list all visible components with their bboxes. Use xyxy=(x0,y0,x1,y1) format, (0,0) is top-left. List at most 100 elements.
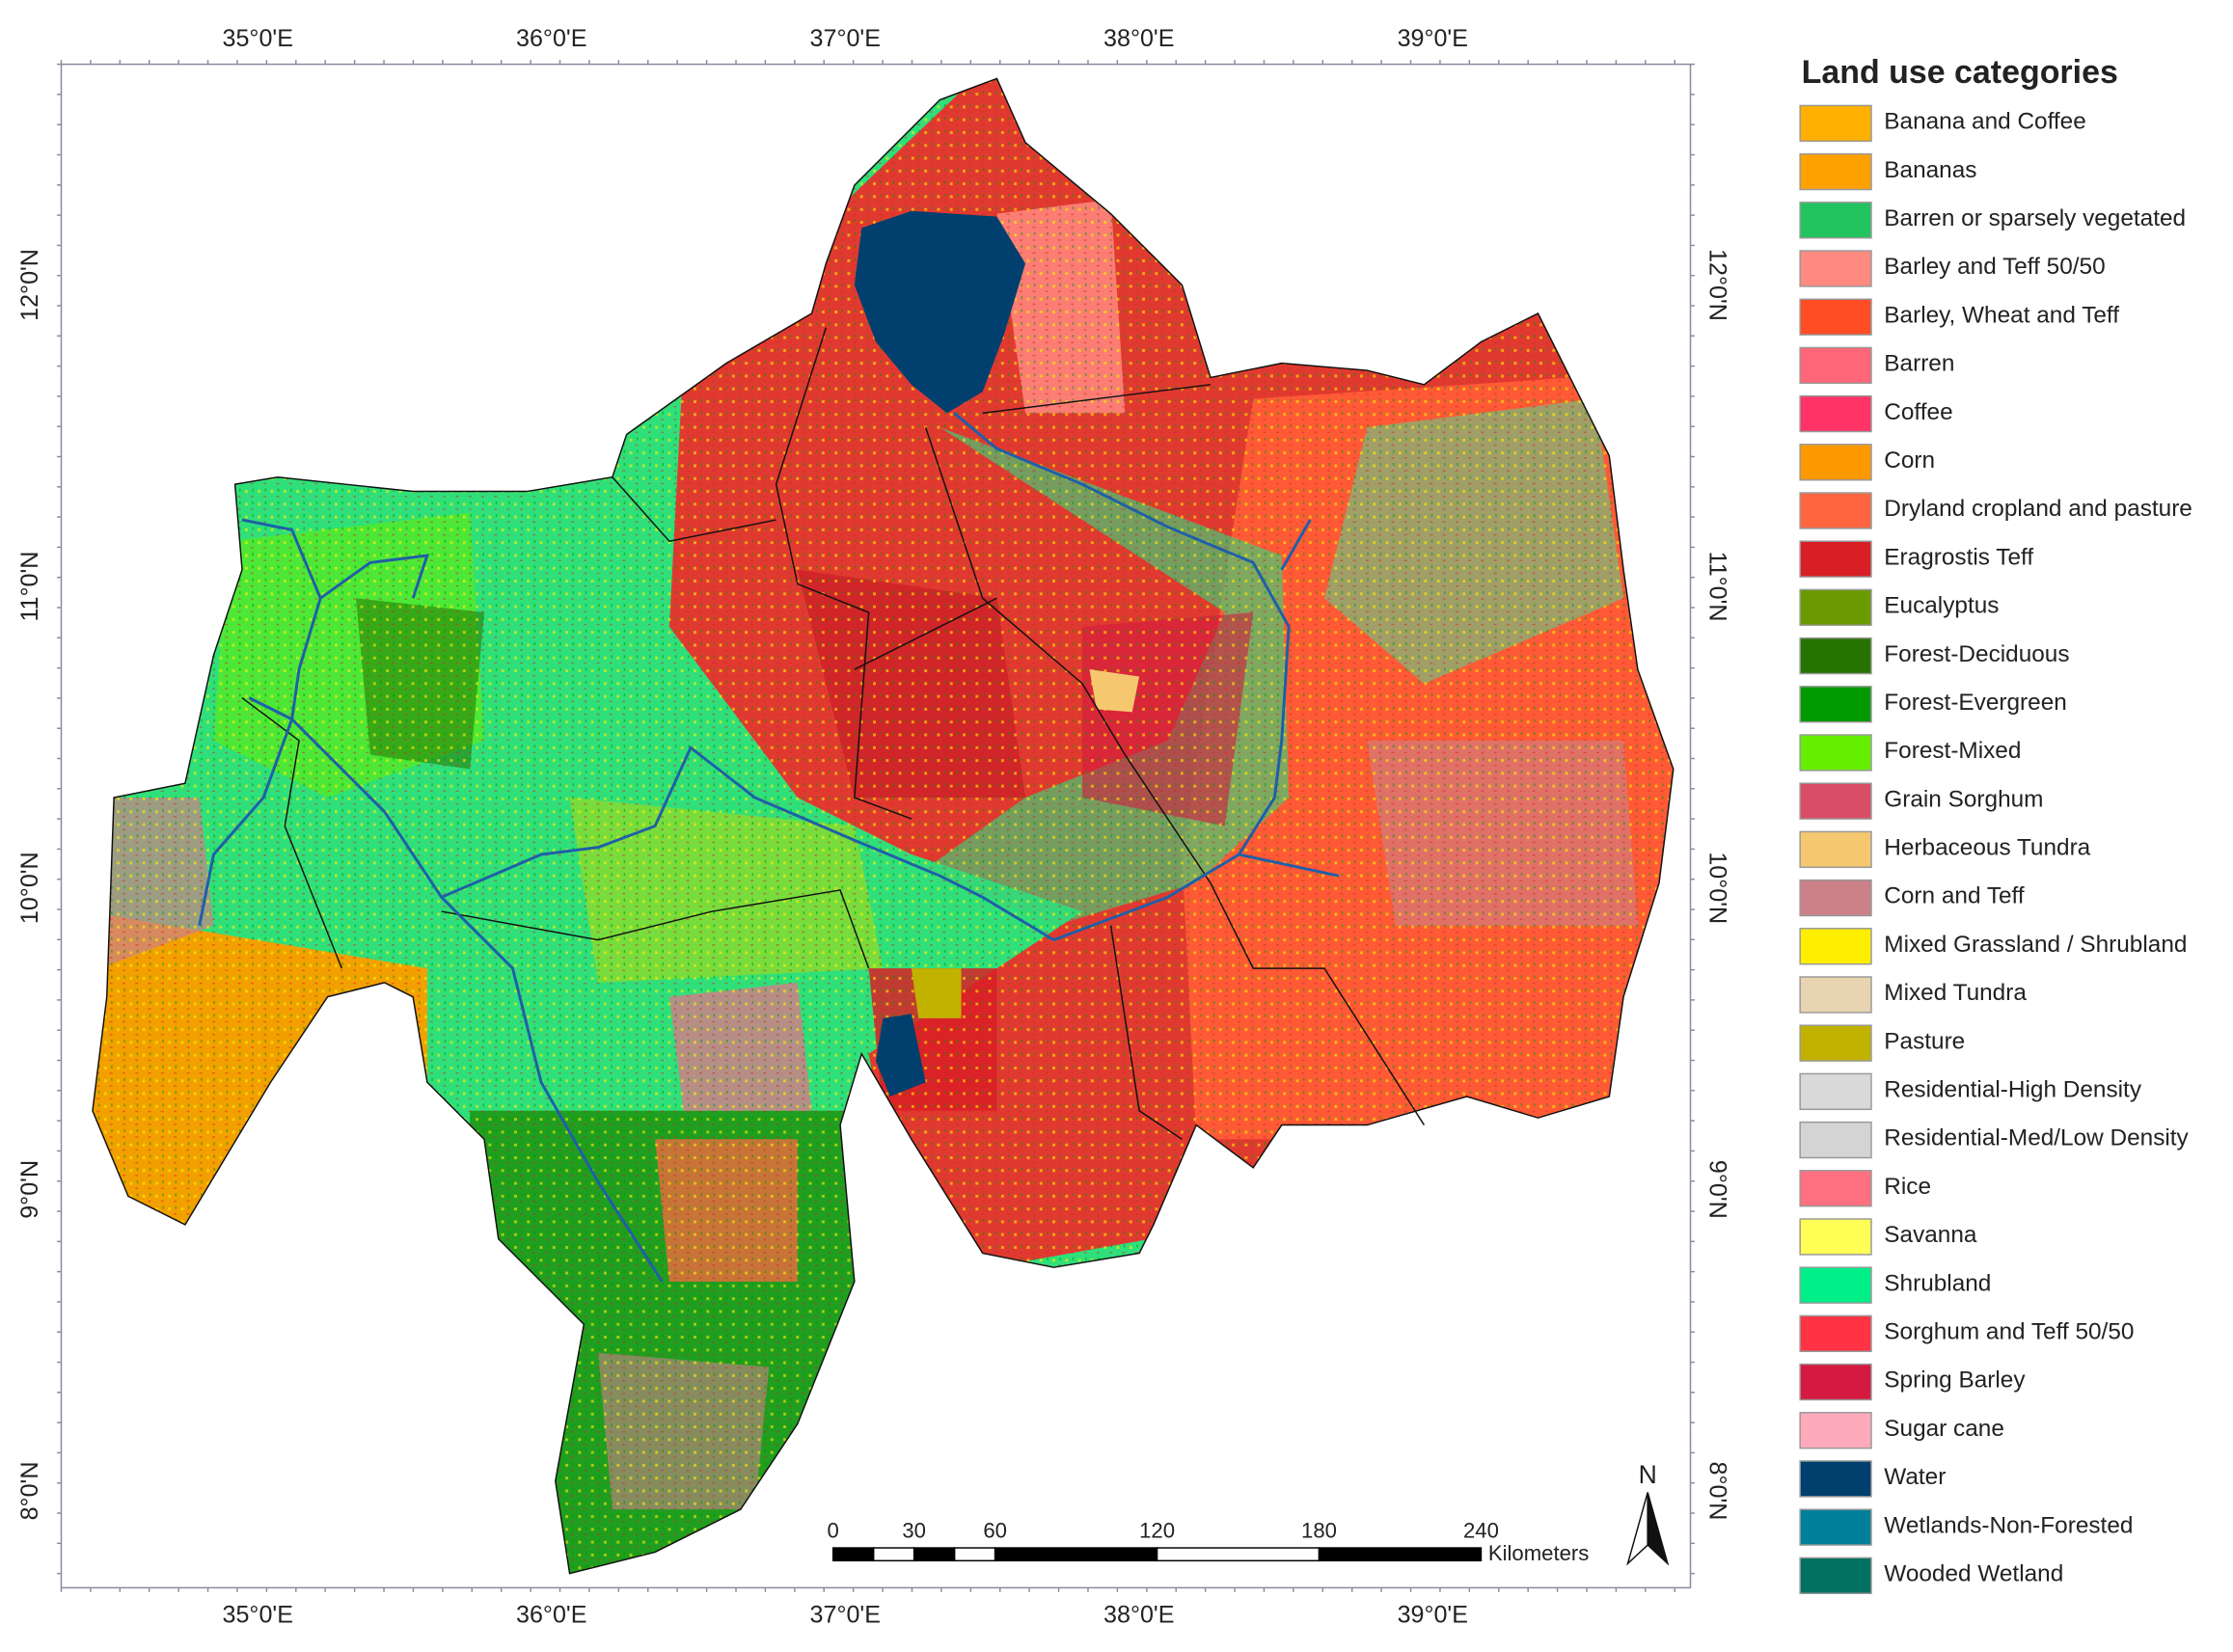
legend-label: Sugar cane xyxy=(1884,1416,2004,1442)
legend-swatch xyxy=(1799,1363,1872,1401)
legend-swatch xyxy=(1799,250,1872,287)
scale-segment xyxy=(1156,1547,1321,1562)
longitude-label: 36°0'E xyxy=(516,25,586,52)
legend-swatch xyxy=(1799,976,1872,1014)
legend-label: Forest-Mixed xyxy=(1884,738,2021,764)
legend-swatch xyxy=(1799,830,1872,869)
legend-label: Barren xyxy=(1884,351,1954,377)
legend-label: Rice xyxy=(1884,1174,1931,1200)
latitude-label: 8°0'N xyxy=(16,1462,43,1521)
legend-label: Grain Sorghum xyxy=(1884,786,2043,812)
legend-swatch xyxy=(1799,1072,1872,1111)
scale-segment xyxy=(912,1547,956,1562)
legend-label: Barren or sparsely vegetated xyxy=(1884,205,2186,231)
legend-swatch xyxy=(1799,1218,1872,1256)
legend-swatch xyxy=(1799,298,1872,336)
legend-swatch xyxy=(1799,152,1872,191)
legend-label: Eucalyptus xyxy=(1884,593,1999,619)
legend-swatch xyxy=(1799,1508,1872,1546)
legend-label: Forest-Evergreen xyxy=(1884,690,2067,716)
legend-swatch xyxy=(1799,782,1872,820)
legend-swatch xyxy=(1799,1460,1872,1498)
longitude-label: 38°0'E xyxy=(1103,25,1174,52)
legend-swatch xyxy=(1799,1557,1872,1595)
legend-label: Spring Barley xyxy=(1884,1368,2026,1394)
legend: Banana and Coffee Bananas Barren or sparse… xyxy=(1799,104,2192,1595)
legend-swatch xyxy=(1799,734,1872,772)
legend-title: Land use categories xyxy=(1802,54,2118,91)
legend-label: Forest-Deciduous xyxy=(1884,641,2069,667)
legend-label: Mixed Tundra xyxy=(1884,980,2027,1006)
legend-swatch xyxy=(1799,394,1872,433)
latitude-label: 11°0'N xyxy=(1703,552,1730,622)
latitude-label: 9°0'N xyxy=(16,1160,43,1219)
latitude-label: 10°0'N xyxy=(1703,852,1730,924)
rivers xyxy=(198,412,1340,1283)
legend-swatch xyxy=(1799,444,1872,481)
legend-swatch xyxy=(1799,588,1872,627)
scale-segment xyxy=(953,1547,996,1562)
longitude-label: 37°0'E xyxy=(810,1602,881,1629)
latitude-label: 8°0'N xyxy=(1703,1462,1730,1521)
legend-swatch xyxy=(1799,1314,1872,1353)
legend-label: Banana and Coffee xyxy=(1884,109,2085,135)
scale-tick-label: 180 xyxy=(1301,1519,1337,1543)
basin-outline xyxy=(92,77,1675,1575)
legend-label: Wetlands-Non-Forested xyxy=(1884,1512,2133,1538)
legend-label: Corn xyxy=(1884,447,1935,474)
legend-label: Bananas xyxy=(1884,157,1976,183)
frame-ticks xyxy=(57,60,1695,1592)
legend-swatch xyxy=(1799,686,1872,723)
longitude-label: 36°0'E xyxy=(516,1602,586,1629)
legend-swatch xyxy=(1799,636,1872,675)
legend-label: Mixed Grassland / Shrubland xyxy=(1884,932,2187,958)
scale-tick-label: 120 xyxy=(1139,1519,1175,1543)
legend-swatch xyxy=(1799,202,1872,239)
legend-swatch xyxy=(1799,1170,1872,1207)
legend-swatch xyxy=(1799,1024,1872,1062)
longitude-label: 35°0'E xyxy=(223,1602,293,1629)
legend-label: Sorghum and Teff 50/50 xyxy=(1884,1319,2134,1345)
scale-segment xyxy=(994,1547,1158,1562)
legend-label: Shrubland xyxy=(1884,1270,1991,1296)
latitude-label: 12°0'N xyxy=(16,249,43,321)
longitude-label: 35°0'E xyxy=(223,25,293,52)
north-arrow: N xyxy=(1626,1460,1670,1566)
legend-label: Residential-Med/Low Density xyxy=(1884,1125,2189,1151)
legend-swatch xyxy=(1799,492,1872,529)
legend-label: Barley and Teff 50/50 xyxy=(1884,254,2105,280)
longitude-label: 37°0'E xyxy=(810,25,881,52)
legend-swatch xyxy=(1799,1412,1872,1449)
legend-label: Coffee xyxy=(1884,399,1952,425)
legend-swatch xyxy=(1799,540,1872,578)
legend-label: Corn and Teff xyxy=(1884,883,2025,909)
longitude-label: 38°0'E xyxy=(1103,1602,1174,1629)
latitude-label: 11°0'N xyxy=(16,552,43,622)
latitude-label: 12°0'N xyxy=(1703,249,1730,321)
sub-basin-boundaries xyxy=(241,327,1426,1140)
legend-label: Residential-High Density xyxy=(1884,1077,2142,1103)
latitude-label: 9°0'N xyxy=(1703,1160,1730,1219)
scale-tick-label: 30 xyxy=(902,1519,926,1543)
scale-segment xyxy=(872,1547,915,1562)
legend-label: Savanna xyxy=(1884,1222,1977,1248)
legend-swatch xyxy=(1799,1121,1872,1159)
legend-label: Eragrostis Teff xyxy=(1884,544,2033,570)
legend-label: Herbaceous Tundra xyxy=(1884,835,2090,861)
north-label: N xyxy=(1639,1460,1657,1489)
legend-swatch xyxy=(1799,928,1872,965)
coordinate-labels: 35°0'E 35°0'E 36°0'E 36°0'E 37°0'E 37°0'E 38°0… xyxy=(16,25,1730,1628)
legend-swatch xyxy=(1799,879,1872,917)
legend-label: Wooded Wetland xyxy=(1884,1561,2063,1587)
legend-label: Pasture xyxy=(1884,1028,1965,1054)
scale-segment xyxy=(831,1547,875,1562)
legend-swatch xyxy=(1799,104,1872,143)
legend-label: Dryland cropland and pasture xyxy=(1884,496,2192,522)
scale-tick-label: 240 xyxy=(1463,1519,1499,1543)
longitude-label: 39°0'E xyxy=(1398,1602,1468,1629)
scale-segment xyxy=(1318,1547,1483,1562)
scale-tick-label: 60 xyxy=(983,1519,1007,1543)
